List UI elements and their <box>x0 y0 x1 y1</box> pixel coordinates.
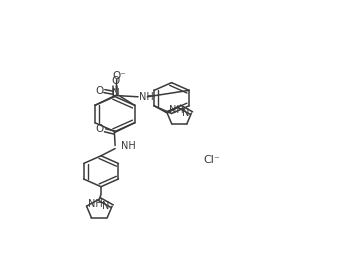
Text: NH: NH <box>121 141 135 151</box>
Text: N: N <box>112 88 120 98</box>
Text: O⁻: O⁻ <box>113 71 126 81</box>
Text: O: O <box>112 76 120 86</box>
Text: NH: NH <box>88 199 103 208</box>
Text: NH: NH <box>139 91 154 102</box>
Text: Cl⁻: Cl⁻ <box>204 155 220 166</box>
Text: O: O <box>95 124 103 134</box>
Text: N: N <box>102 201 109 211</box>
Text: NH: NH <box>169 105 184 115</box>
Text: N: N <box>182 107 189 118</box>
Text: O: O <box>96 86 104 96</box>
